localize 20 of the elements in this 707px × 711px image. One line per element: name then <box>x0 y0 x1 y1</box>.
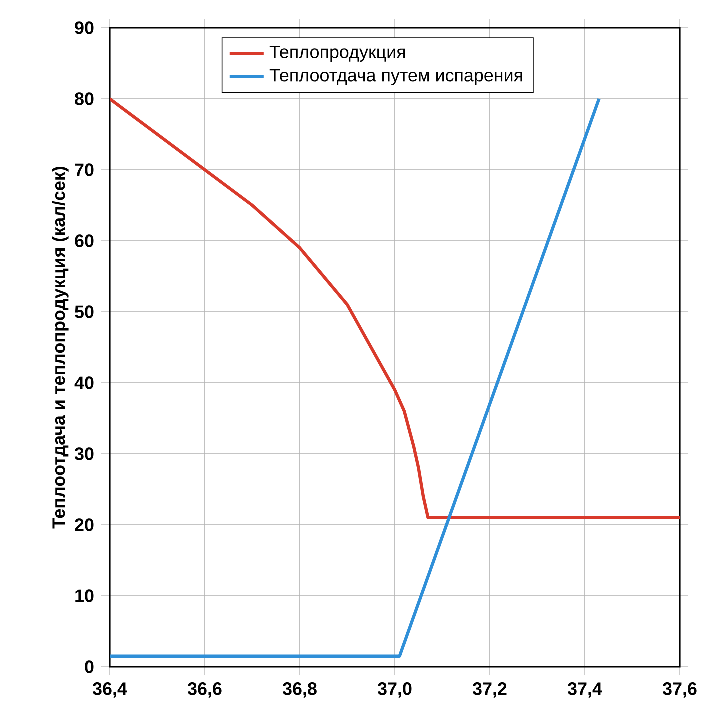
y-tick-label: 0 <box>85 660 94 674</box>
legend-label: Теплопродукция <box>270 46 406 62</box>
y-tick-label: 10 <box>76 590 94 602</box>
x-tick-label: 37,4 <box>568 682 602 698</box>
x-tick-label: 36,8 <box>282 682 317 698</box>
y-tick-label: 60 <box>75 234 94 248</box>
y-tick-label: 70 <box>75 164 94 176</box>
legend-label: Теплоотдача путем испарения <box>270 69 522 86</box>
y-tick-label: 80 <box>75 92 94 106</box>
y-tick-label: 40 <box>74 376 94 390</box>
y-tick-label: 50 <box>75 306 94 318</box>
x-tick-label: 36,4 <box>92 682 128 698</box>
x-tick-label: 37,2 <box>472 682 507 698</box>
y-axis-title: Теплоотдача и теплопродукция (кал/сек) <box>52 167 69 529</box>
y-tick-label: 30 <box>74 448 94 460</box>
x-tick-label: 37,0 <box>378 682 412 698</box>
y-tick-label: 90 <box>75 22 94 34</box>
y-tick-label: 20 <box>75 518 94 532</box>
x-tick-label: 36,6 <box>188 682 222 698</box>
x-tick-label: 37,6 <box>662 682 697 698</box>
